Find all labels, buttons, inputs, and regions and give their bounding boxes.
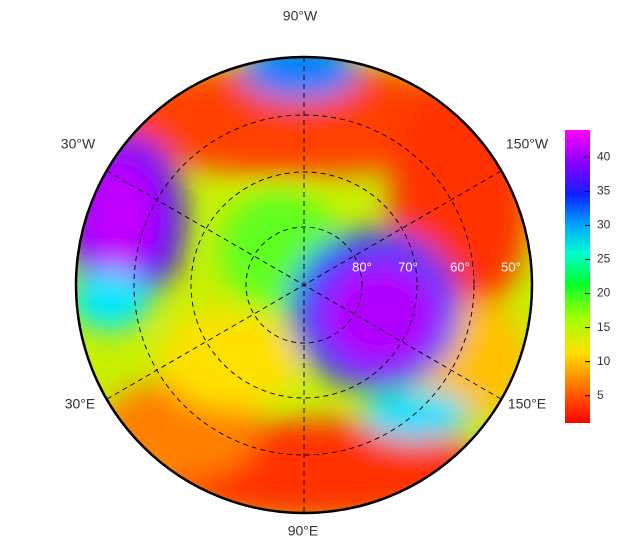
cb-tick-label: 25 bbox=[597, 252, 611, 266]
cb-tick-label: 5 bbox=[597, 388, 604, 402]
lat-label: 70° bbox=[398, 259, 418, 274]
cb-tick-label: 15 bbox=[597, 320, 611, 334]
cb-tick-label: 40 bbox=[597, 149, 611, 163]
cb-tick-label: 10 bbox=[597, 354, 611, 368]
colorbar bbox=[565, 130, 590, 423]
cb-tick-label: 30 bbox=[597, 218, 611, 232]
lon-label: 30°W bbox=[61, 136, 96, 152]
lon-label: 150°E bbox=[508, 396, 546, 412]
lat-label: 50° bbox=[501, 259, 521, 274]
lon-label: 90°W bbox=[283, 8, 318, 24]
lon-label: 30°E bbox=[65, 396, 96, 412]
lon-label: 90°E bbox=[288, 523, 319, 539]
cb-tick-label: 20 bbox=[597, 286, 611, 300]
lon-label: 150°W bbox=[506, 136, 549, 152]
map-border bbox=[74, 55, 534, 515]
lat-label: 80° bbox=[352, 259, 372, 274]
heatmap bbox=[76, 57, 532, 513]
lat-label: 60° bbox=[450, 259, 470, 274]
cb-tick-label: 35 bbox=[597, 183, 611, 197]
